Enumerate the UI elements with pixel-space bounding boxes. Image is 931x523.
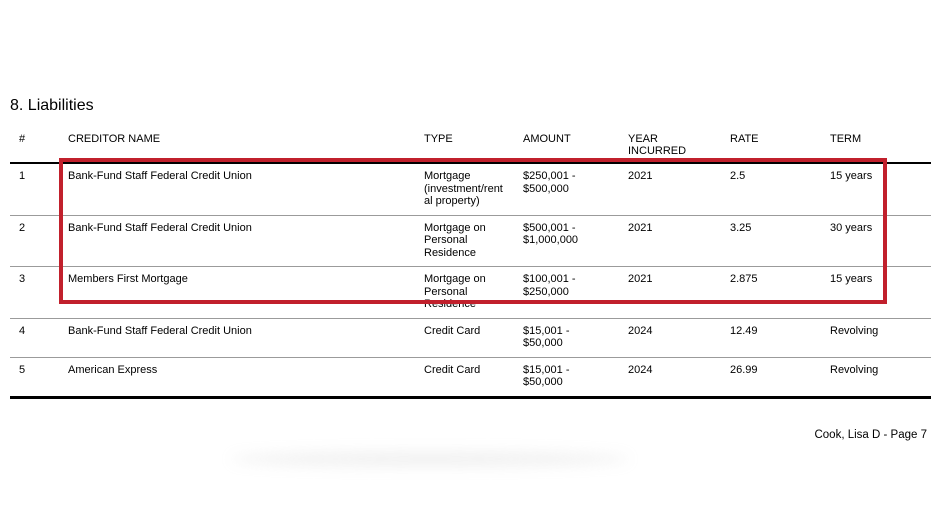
shadow-artifact [230, 452, 630, 466]
cell-rate: 2.875 [730, 273, 758, 285]
section-title: 8. Liabilities [10, 97, 94, 114]
cell-creditor: Members First Mortgage [68, 273, 188, 285]
liabilities-table-header: # CREDITOR NAME TYPE AMOUNT YEAR INCURRED RAT… [10, 129, 931, 163]
cell-creditor: American Express [68, 363, 158, 376]
cell-creditor: Bank-Fund Staff Federal Credit Union [68, 324, 252, 337]
cell-year: 2024 [628, 324, 653, 337]
col-header-term: TERM [830, 133, 862, 145]
col-header-rate: RATE [730, 133, 759, 145]
cell-type: Credit Card [424, 324, 481, 337]
cell-amount: $500,001 - $1,000,000 [523, 221, 579, 247]
table-row: 3 Members First Mortgage Mortgage on Perso… [10, 266, 931, 319]
cell-term: 15 years [830, 170, 873, 182]
cell-type: Mortgage (investment/rent al property) [424, 170, 503, 207]
cell-amount: $15,001 - $50,000 [523, 363, 570, 389]
col-header-type: TYPE [424, 133, 453, 145]
cell-num: 3 [19, 273, 26, 285]
cell-year: 2021 [628, 221, 653, 234]
cell-term: Revolving [830, 363, 879, 376]
col-header-year: YEAR INCURRED [628, 133, 687, 157]
cell-type: Mortgage on Personal Residence [424, 273, 486, 310]
cell-year: 2024 [628, 363, 653, 376]
cell-term: Revolving [830, 324, 879, 337]
cell-amount: $250,001 - $500,000 [523, 170, 576, 195]
cell-num: 1 [19, 170, 26, 182]
liabilities-table: # CREDITOR NAME TYPE AMOUNT YEAR INCURRED RAT… [10, 129, 931, 399]
cell-creditor: Bank-Fund Staff Federal Credit Union [68, 221, 252, 234]
cell-rate: 26.99 [730, 363, 758, 376]
cell-amount: $100,001 - $250,000 [523, 273, 576, 298]
col-header-amount: AMOUNT [523, 133, 571, 145]
cell-term: 30 years [830, 221, 873, 234]
cell-type: Credit Card [424, 363, 481, 376]
cell-type: Mortgage on Personal Residence [424, 221, 486, 259]
cell-creditor: Bank-Fund Staff Federal Credit Union [68, 170, 252, 182]
cell-rate: 12.49 [730, 324, 758, 337]
cell-num: 2 [19, 221, 26, 234]
cell-term: 15 years [830, 273, 873, 285]
header-row: # CREDITOR NAME TYPE AMOUNT YEAR INCURRED RAT… [10, 129, 931, 163]
cell-num: 5 [19, 363, 26, 376]
cell-year: 2021 [628, 170, 653, 182]
cell-year: 2021 [628, 273, 653, 285]
liabilities-table-body: 1 Bank-Fund Staff Federal Credit Union Mor… [10, 163, 931, 397]
cell-num: 4 [19, 324, 26, 337]
table-row: 2 Bank-Fund Staff Federal Credit Union Mor… [10, 215, 931, 267]
table-row: 5 American Express Credit Card $15,001 - $5… [10, 357, 931, 397]
cell-rate: 3.25 [730, 221, 752, 234]
col-header-creditor: CREDITOR NAME [68, 133, 161, 145]
table-row: 4 Bank-Fund Staff Federal Credit Union Cre… [10, 318, 931, 357]
cell-amount: $15,001 - $50,000 [523, 324, 570, 350]
col-header-num: # [19, 133, 26, 145]
page-footer: Cook, Lisa D - Page 7 [814, 429, 927, 441]
table-row: 1 Bank-Fund Staff Federal Credit Union Mor… [10, 163, 931, 215]
cell-rate: 2.5 [730, 170, 746, 182]
